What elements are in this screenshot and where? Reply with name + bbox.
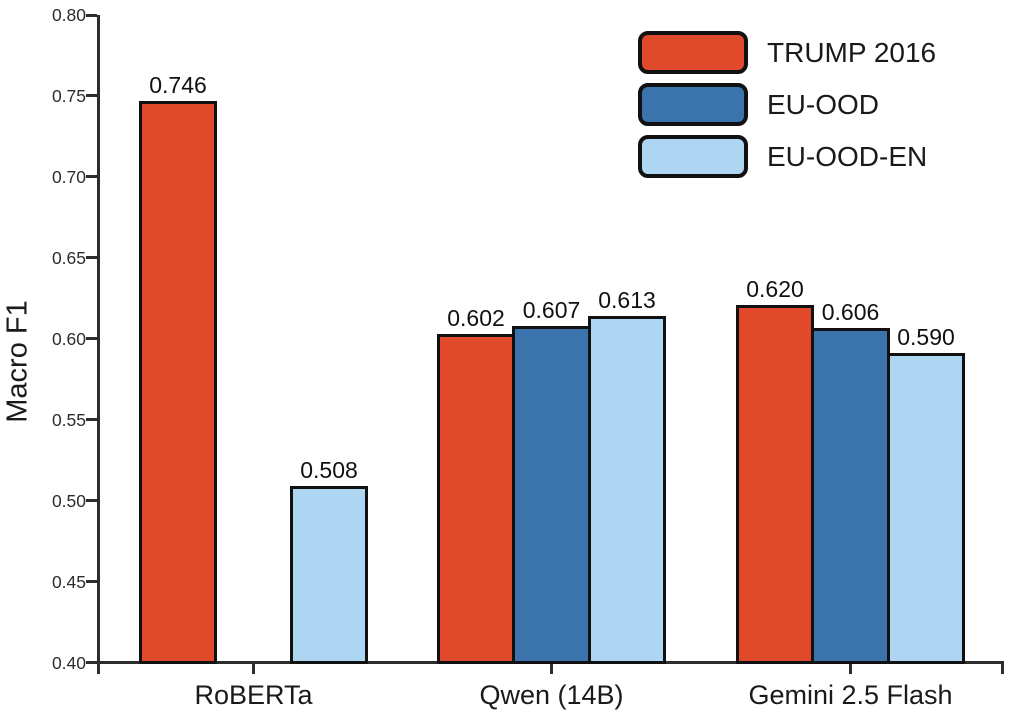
y-tick-label-0-70: 0.70 bbox=[51, 166, 86, 187]
y-tick-0-50 bbox=[86, 499, 97, 503]
legend-label-eu-ood-en: EU-OOD-EN bbox=[767, 140, 928, 172]
x-category-label-qwen-14b: Qwen (14B) bbox=[479, 680, 624, 710]
x-axis-end-tick bbox=[1001, 661, 1004, 674]
bar-value-label-trump-2016-roberta: 0.746 bbox=[149, 71, 207, 98]
legend-label-trump-2016: TRUMP 2016 bbox=[767, 36, 937, 68]
legend-item-eu-ood-en: EU-OOD-EN bbox=[638, 135, 936, 178]
bar-value-label-eu-ood-gemini-2-5-flash: 0.606 bbox=[821, 298, 880, 325]
y-tick-0-75 bbox=[86, 94, 97, 98]
bar-trump-2016-roberta bbox=[138, 100, 218, 664]
bar-trump-2016-qwen-14b bbox=[436, 334, 516, 664]
bar-value-label-trump-2016-gemini-2-5-flash: 0.620 bbox=[746, 275, 804, 302]
bar-eu-ood-gemini-2-5-flash bbox=[811, 327, 890, 664]
bar-value-label-eu-ood-en-roberta: 0.508 bbox=[300, 457, 358, 484]
y-tick-label-0-40: 0.40 bbox=[51, 652, 86, 673]
x-tick-gemini-2-5-flash bbox=[849, 661, 852, 674]
bar-value-label-eu-ood-en-qwen-14b: 0.613 bbox=[598, 287, 656, 314]
bar-eu-ood-en-qwen-14b bbox=[587, 316, 667, 664]
legend-swatch-eu-ood bbox=[638, 83, 748, 126]
bar-eu-ood-en-roberta bbox=[289, 486, 369, 664]
x-tick-roberta bbox=[252, 661, 255, 674]
x-category-label-roberta: RoBERTa bbox=[194, 680, 313, 710]
y-tick-label-0-65: 0.65 bbox=[51, 247, 86, 268]
y-tick-0-45 bbox=[86, 580, 97, 584]
y-tick-label-0-55: 0.55 bbox=[51, 409, 86, 430]
y-axis-line bbox=[97, 15, 100, 674]
y-tick-label-0-80: 0.80 bbox=[51, 5, 86, 25]
bar-value-label-trump-2016-qwen-14b: 0.602 bbox=[447, 305, 505, 331]
x-category-label-gemini-2-5-flash: Gemini 2.5 Flash bbox=[748, 680, 953, 710]
bar-value-label-eu-ood-en-gemini-2-5-flash: 0.590 bbox=[897, 324, 955, 351]
legend-label-eu-ood: EU-OOD bbox=[767, 88, 879, 120]
y-tick-0-70 bbox=[86, 175, 97, 179]
x-tick-qwen-14b bbox=[550, 661, 553, 674]
bar-trump-2016-gemini-2-5-flash bbox=[735, 304, 815, 664]
legend: TRUMP 2016 EU-OOD EU-OOD-EN bbox=[638, 31, 936, 187]
legend-swatch-eu-ood-en bbox=[638, 135, 748, 178]
bar-eu-ood-qwen-14b bbox=[512, 325, 591, 664]
legend-item-trump-2016: TRUMP 2016 bbox=[638, 31, 936, 74]
y-tick-0-55 bbox=[86, 418, 97, 422]
y-tick-0-65 bbox=[86, 256, 97, 260]
bar-value-label-eu-ood-qwen-14b: 0.607 bbox=[522, 296, 581, 323]
y-tick-label-0-75: 0.75 bbox=[51, 85, 86, 106]
y-tick-0-60 bbox=[86, 337, 97, 341]
y-tick-0-80 bbox=[86, 13, 97, 17]
y-tick-label-0-60: 0.60 bbox=[51, 328, 86, 349]
legend-swatch-trump-2016 bbox=[638, 31, 748, 74]
y-tick-label-0-50: 0.50 bbox=[51, 490, 86, 511]
y-tick-label-0-45: 0.45 bbox=[51, 571, 86, 592]
bar-eu-ood-en-gemini-2-5-flash bbox=[886, 353, 966, 664]
y-tick-0-40 bbox=[86, 661, 97, 664]
legend-item-eu-ood: EU-OOD bbox=[638, 83, 936, 126]
